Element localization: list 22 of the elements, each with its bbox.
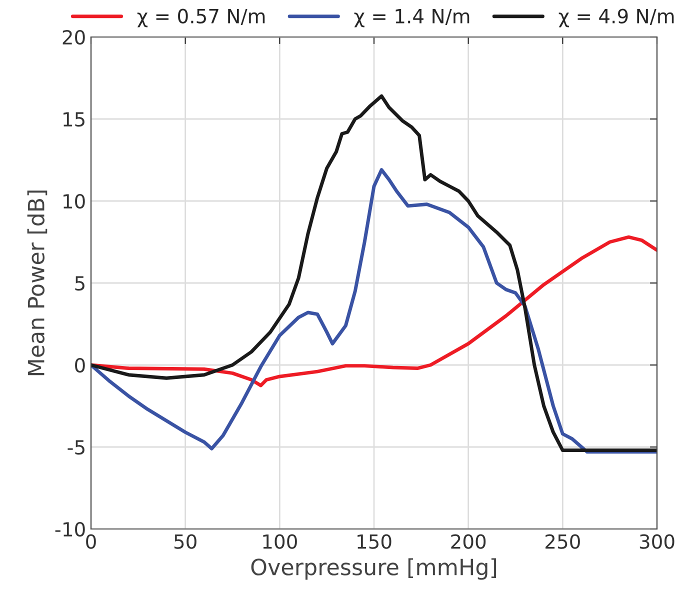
x-tick-label: 100 bbox=[263, 534, 297, 549]
legend-label: χ = 4.9 N/m bbox=[558, 8, 674, 28]
y-tick-label: 5 bbox=[75, 276, 84, 291]
line-series bbox=[91, 94, 657, 452]
x-tick-label: 50 bbox=[174, 534, 196, 549]
x-tick-label: 200 bbox=[451, 534, 486, 549]
y-tick-label: 0 bbox=[75, 358, 85, 373]
legend-label: χ = 1.4 N/m bbox=[354, 9, 470, 28]
y-tick-label: 10 bbox=[64, 194, 85, 209]
y-tick-label: 15 bbox=[64, 112, 84, 127]
line-series bbox=[91, 235, 657, 388]
x-axis-title: Overpressure [mmHg] bbox=[251, 558, 496, 580]
y-tick-label: -10 bbox=[55, 522, 85, 537]
x-tick-label: 150 bbox=[358, 534, 392, 549]
y-axis-title: Mean Power [dB] bbox=[27, 190, 48, 376]
x-tick-label: 0 bbox=[86, 534, 96, 549]
x-tick-label: 300 bbox=[640, 534, 674, 549]
line-series bbox=[91, 168, 657, 454]
legend-label: χ = 0.57 N/m bbox=[137, 8, 265, 28]
y-tick-label: 20 bbox=[62, 30, 85, 45]
y-tick-label: -5 bbox=[68, 440, 84, 455]
x-tick-label: 250 bbox=[546, 534, 580, 549]
